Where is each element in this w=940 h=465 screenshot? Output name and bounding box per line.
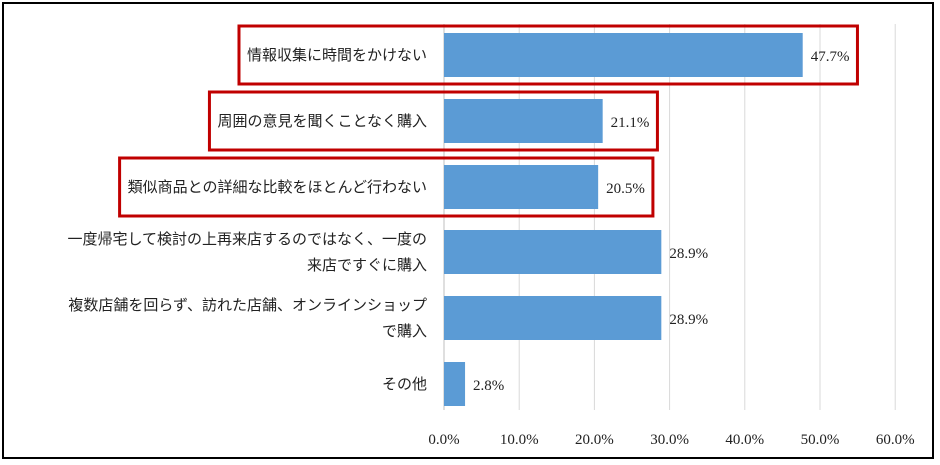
bar [444, 165, 599, 209]
category-label: 一度帰宅して検討の上再来店するのではなく、一度の [67, 230, 427, 248]
value-label: 20.5% [606, 181, 645, 197]
category-label: 複数店舗を回らず、訪れた店舗、オンラインショップ [68, 296, 427, 314]
x-tick-label: 30.0% [650, 432, 689, 448]
chart-frame: 0.0% 10.0% 20.0% 30.0% 40.0% 50.0% 60.0% 47.7% 情… [2, 2, 934, 459]
highlight-box [207, 90, 659, 152]
category-label: 情報収集に時間をかけない [247, 46, 427, 64]
bar [444, 296, 662, 340]
category-label: 類似商品との詳細な比較をほとんど行わない [128, 178, 427, 196]
value-label: 2.8% [473, 378, 504, 394]
bar-chart: 0.0% 10.0% 20.0% 30.0% 40.0% 50.0% 60.0% 47.7% 情… [67, 24, 915, 448]
value-label: 47.7% [811, 49, 850, 65]
x-tick-label: 10.0% [500, 432, 539, 448]
category-label: 周囲の意見を聞くことなく購入 [217, 112, 427, 130]
highlight-box [237, 24, 859, 86]
x-tick-label: 50.0% [801, 432, 840, 448]
highlight-box [118, 156, 655, 218]
x-tick-label: 20.0% [575, 432, 614, 448]
value-label: 21.1% [611, 115, 650, 131]
bar [444, 99, 603, 143]
bar [444, 362, 466, 406]
category-label: その他 [382, 375, 427, 393]
category-label: 来店ですぐに購入 [307, 256, 427, 274]
x-tick-label: 40.0% [725, 432, 764, 448]
category-label: で購入 [382, 322, 427, 340]
value-label: 28.9% [669, 312, 708, 328]
x-tick-label: 0.0% [428, 432, 459, 448]
x-tick-label: 60.0% [876, 432, 915, 448]
bar [444, 230, 662, 274]
value-label: 28.9% [669, 246, 708, 262]
bar [444, 33, 803, 77]
